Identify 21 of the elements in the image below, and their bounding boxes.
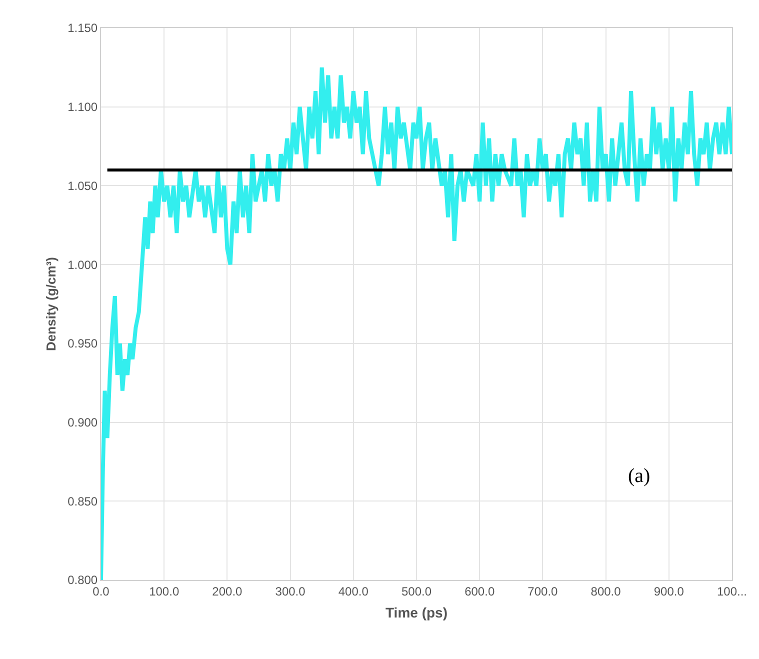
x-tick-label: 100... xyxy=(716,584,748,598)
x-tick-label: 200.0 xyxy=(212,584,243,598)
y-tick-label: 0.850 xyxy=(68,494,98,508)
x-tick-label: 700.0 xyxy=(528,584,558,598)
y-tick-label: 1.150 xyxy=(68,21,98,36)
x-tick-label: 900.0 xyxy=(654,584,684,598)
x-axis-title: Time (ps) xyxy=(386,604,448,621)
x-tick-label: 600.0 xyxy=(464,584,495,598)
x-tick-label: 400.0 xyxy=(338,584,369,598)
x-tick-label: 500.0 xyxy=(401,584,432,598)
line-series xyxy=(101,65,732,580)
x-tick-label: 800.0 xyxy=(590,584,622,598)
y-tick-label: 1.000 xyxy=(68,258,98,272)
y-tick-label: 1.050 xyxy=(68,178,98,193)
y-tick-label: 0.950 xyxy=(68,336,98,351)
x-tick-label: 100.0 xyxy=(149,584,180,598)
y-tick-label: 0.900 xyxy=(68,415,98,430)
annotation: (a) xyxy=(628,465,650,487)
y-axis-title: Density (g/cm³) xyxy=(44,257,59,351)
y-tick-label: 1.100 xyxy=(68,100,98,114)
x-tick-label: 300.0 xyxy=(275,584,306,598)
